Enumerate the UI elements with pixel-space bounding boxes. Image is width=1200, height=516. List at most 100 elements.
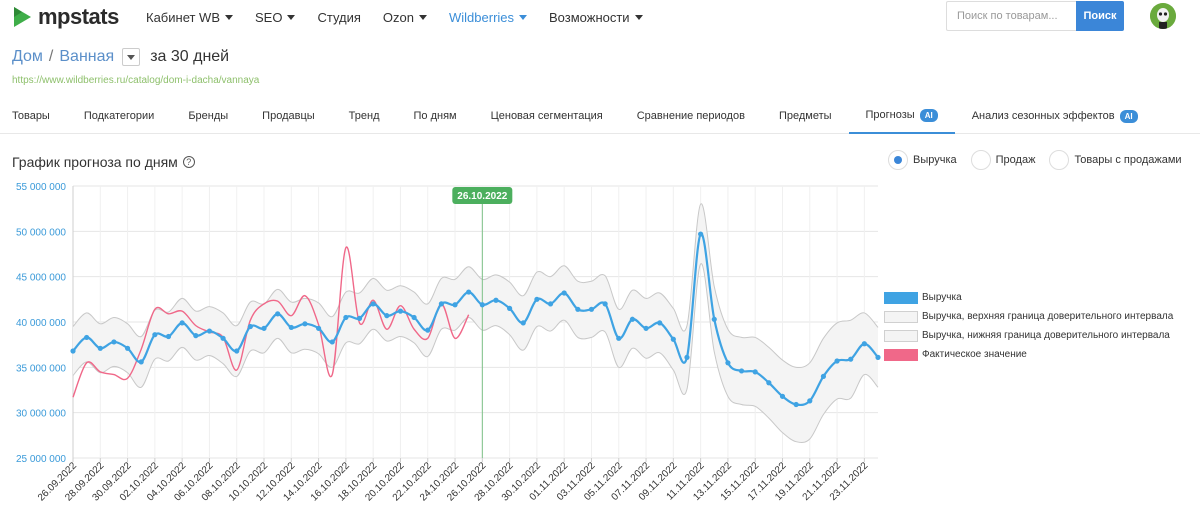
category-dropdown[interactable] [122,48,141,66]
tab-label: Сравнение периодов [636,110,745,122]
data-point[interactable] [370,301,376,307]
tab-9[interactable]: Прогнозы AI [848,98,955,134]
data-point[interactable] [588,306,595,312]
data-point[interactable] [479,302,485,308]
data-point[interactable] [698,231,704,237]
tab-0[interactable]: Товары [0,98,67,134]
data-point[interactable] [397,308,404,314]
avatar[interactable] [1150,3,1176,29]
data-point[interactable] [616,335,622,341]
data-point[interactable] [329,339,335,345]
data-point[interactable] [779,393,786,399]
top-navbar: mpstats Кабинет WB SEO Студия Ozon Wildberri… [0,0,1200,34]
metric-option-0[interactable]: Выручка [888,150,957,170]
data-point[interactable] [561,290,567,296]
breadcrumb-root[interactable]: Дом [12,48,43,65]
data-point[interactable] [70,348,76,354]
data-point[interactable] [193,333,199,339]
data-point[interactable] [97,345,103,351]
tab-5[interactable]: По дням [397,98,474,134]
data-point[interactable] [793,401,799,408]
nav-item-1[interactable]: SEO [255,10,296,25]
data-point[interactable] [315,325,322,331]
data-point[interactable] [111,339,117,345]
data-point[interactable] [657,320,663,326]
tab-6[interactable]: Ценовая сегментация [474,98,620,134]
radio-button[interactable] [888,150,908,170]
nav-item-4[interactable]: Wildberries [449,10,528,25]
legend-item-0[interactable]: Выручка [884,288,1173,307]
legend-item-3[interactable]: Фактическое значение [884,345,1173,364]
tab-4[interactable]: Тренд [332,98,397,134]
data-point[interactable] [261,325,267,331]
data-point[interactable] [711,316,717,322]
data-point[interactable] [834,358,840,364]
data-point[interactable] [725,360,731,366]
breadcrumb-current[interactable]: Ванная [59,48,115,65]
tab-3[interactable]: Продавцы [245,98,332,134]
data-point[interactable] [507,305,513,311]
data-point[interactable] [206,328,213,334]
data-point[interactable] [534,296,540,302]
nav-item-5[interactable]: Возможности [549,10,643,25]
search-button[interactable]: Поиск [1076,1,1124,31]
tab-10[interactable]: Анализ сезонных эффектов AI [955,98,1155,134]
search-input[interactable] [946,1,1076,31]
tab-1[interactable]: Подкатегории [67,98,171,134]
help-icon[interactable]: ? [182,156,195,168]
forecast-start-label: 26.10.2022 [457,191,507,202]
data-point[interactable] [684,354,690,360]
data-point[interactable] [875,354,881,360]
data-point[interactable] [179,320,185,326]
legend-item-1[interactable]: Выручка, верхняя граница доверительного … [884,307,1173,326]
data-point[interactable] [288,324,294,331]
data-point[interactable] [247,323,253,330]
data-point[interactable] [643,325,649,331]
nav-item-2[interactable]: Студия [317,10,360,25]
radio-button[interactable] [1049,150,1070,170]
data-point[interactable] [670,336,676,342]
data-point[interactable] [602,301,608,307]
category-url[interactable]: https://www.wildberries.ru/catalog/dom-i… [12,75,260,86]
data-point[interactable] [466,289,472,295]
logo-text: mpstats [38,4,119,29]
data-point[interactable] [84,334,90,341]
data-point[interactable] [861,341,867,347]
data-point[interactable] [738,368,745,374]
data-point[interactable] [234,348,240,354]
radio-button[interactable] [970,150,991,170]
tab-7[interactable]: Сравнение периодов [620,98,762,134]
metric-option-1[interactable]: Продаж [970,150,1035,170]
data-point[interactable] [275,311,281,317]
tab-8[interactable]: Предметы [762,98,849,134]
nav-item-0[interactable]: Кабинет WB [146,10,233,25]
data-point[interactable] [848,356,854,362]
data-point[interactable] [152,332,158,338]
data-point[interactable] [356,315,363,321]
legend-item-2[interactable]: Выручка, нижняя граница доверительного и… [884,326,1173,345]
data-point[interactable] [766,380,772,386]
data-point[interactable] [411,314,417,321]
data-point[interactable] [493,297,499,303]
data-point[interactable] [452,302,458,308]
data-point[interactable] [752,369,758,375]
tab-2[interactable]: Бренды [171,98,245,134]
data-point[interactable] [820,373,827,379]
data-point[interactable] [629,316,636,322]
logo[interactable]: mpstats [12,4,119,30]
data-point[interactable] [138,359,144,365]
data-point[interactable] [124,345,131,351]
nav-item-3[interactable]: Ozon [383,10,427,25]
data-point[interactable] [302,321,308,327]
data-point[interactable] [343,314,349,321]
metric-option-2[interactable]: Товары с продажами [1049,150,1182,170]
data-point[interactable] [547,301,554,307]
data-point[interactable] [575,306,581,312]
data-point[interactable] [438,301,444,307]
data-point[interactable] [807,398,813,404]
data-point[interactable] [425,327,431,333]
data-point[interactable] [384,313,390,319]
data-point[interactable] [165,333,172,340]
data-point[interactable] [220,335,226,341]
data-point[interactable] [520,320,526,326]
